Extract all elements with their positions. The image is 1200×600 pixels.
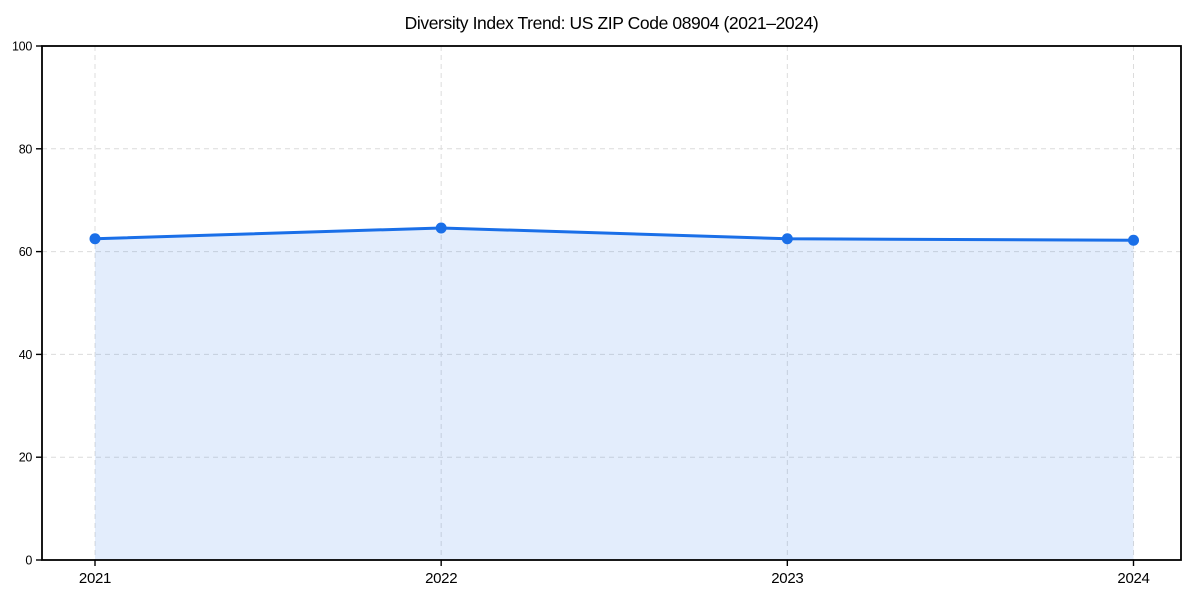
x-tick-label: 2021 (79, 570, 111, 587)
y-tick-label: 20 (19, 451, 33, 465)
y-tick-label: 100 (12, 40, 32, 54)
data-point-marker (89, 233, 101, 245)
y-tick-label: 0 (25, 554, 32, 568)
series-line (93, 226, 1135, 242)
area-fill (95, 227, 1134, 560)
x-tick-label: 2022 (425, 570, 457, 587)
x-tick-label: 2024 (1117, 570, 1149, 587)
axes-frame (41, 45, 1182, 561)
chart-title: Diversity Index Trend: US ZIP Code 08904… (404, 13, 819, 33)
data-point-marker (435, 222, 447, 234)
y-tick-label: 60 (19, 245, 33, 259)
data-point-marker (781, 233, 793, 245)
y-tick-label: 80 (19, 142, 33, 156)
data-point-marker (1128, 234, 1139, 246)
x-tick-label: 2023 (771, 570, 803, 587)
y-tick-label: 40 (19, 348, 33, 362)
